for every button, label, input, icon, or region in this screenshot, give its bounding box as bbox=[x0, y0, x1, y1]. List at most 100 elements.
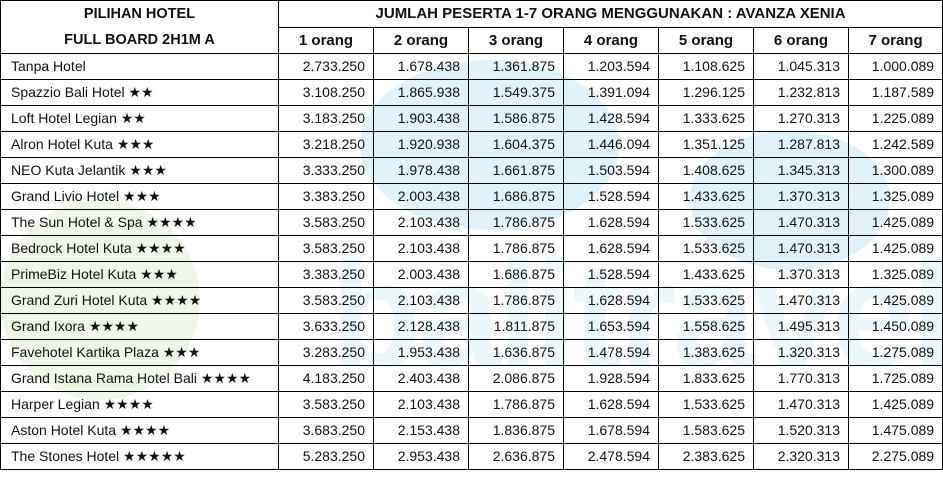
hotel-name: Grand Istana Rama Hotel Bali ★★★★ bbox=[0, 365, 279, 392]
price-cell: 1.628.594 bbox=[563, 209, 659, 236]
hotel-name: Grand Livio Hotel ★★★ bbox=[0, 183, 279, 210]
price-cell: 1.928.594 bbox=[563, 365, 659, 392]
price-cell: 1.725.089 bbox=[847, 365, 943, 392]
table-row: Grand Ixora ★★★★ 3.633.250 2.128.438 1.811.… bbox=[0, 313, 943, 340]
price-cell: 1.433.625 bbox=[658, 183, 754, 210]
price-cell: 1.604.375 bbox=[468, 131, 564, 158]
price-cell: 1.425.089 bbox=[847, 235, 943, 262]
hotel-name: The Sun Hotel & Spa ★★★★ bbox=[0, 209, 279, 236]
price-cell: 3.183.250 bbox=[278, 105, 374, 132]
hotel-name: NEO Kuta Jelantik ★★★ bbox=[0, 157, 279, 184]
price-cell: 1.370.313 bbox=[753, 261, 849, 288]
column-header: 7 orang bbox=[847, 27, 943, 54]
price-cell: 1.425.089 bbox=[847, 391, 943, 418]
price-cell: 1.558.625 bbox=[658, 313, 754, 340]
hotel-header-line2: FULL BOARD 2H1M A bbox=[64, 32, 215, 48]
table-row: The Sun Hotel & Spa ★★★★ 3.583.250 2.103.4… bbox=[0, 209, 943, 236]
price-cell: 1.475.089 bbox=[847, 417, 943, 444]
column-header: 4 orang bbox=[563, 27, 659, 54]
price-cell: 1.108.625 bbox=[658, 53, 754, 80]
price-cell: 1.275.089 bbox=[847, 339, 943, 366]
hotel-name: PrimeBiz Hotel Kuta ★★★ bbox=[0, 261, 279, 288]
price-cell: 2.275.089 bbox=[847, 443, 943, 470]
column-header: 3 orang bbox=[468, 27, 564, 54]
price-cell: 1.770.313 bbox=[753, 365, 849, 392]
price-cell: 3.383.250 bbox=[278, 261, 374, 288]
price-cell: 2.953.438 bbox=[373, 443, 469, 470]
price-cell: 1.478.594 bbox=[563, 339, 659, 366]
price-cell: 1.786.875 bbox=[468, 235, 564, 262]
price-cell: 1.470.313 bbox=[753, 287, 849, 314]
price-cell: 1.903.438 bbox=[373, 105, 469, 132]
price-cell: 1.686.875 bbox=[468, 261, 564, 288]
price-cell: 1.978.438 bbox=[373, 157, 469, 184]
hotel-header-line1: PILIHAN HOTEL bbox=[83, 6, 196, 22]
hotel-name: Bedrock Hotel Kuta ★★★★ bbox=[0, 235, 279, 262]
price-cell: 1.628.594 bbox=[563, 235, 659, 262]
price-cell: 2.403.438 bbox=[373, 365, 469, 392]
price-cell: 1.786.875 bbox=[468, 391, 564, 418]
price-cell: 3.683.250 bbox=[278, 417, 374, 444]
group-header: JUMLAH PESERTA 1-7 ORANG MENGGUNAKAN : A… bbox=[277, 0, 943, 28]
header-row-columns: 1 orang 2 orang 3 orang 4 orang 5 orang 6 ora… bbox=[1, 27, 943, 54]
price-cell: 1.425.089 bbox=[847, 209, 943, 236]
price-cell: 1.408.625 bbox=[658, 157, 754, 184]
hotel-name: Grand Ixora ★★★★ bbox=[0, 313, 279, 340]
price-cell: 1.636.875 bbox=[468, 339, 564, 366]
price-cell: 1.428.594 bbox=[563, 105, 659, 132]
price-cell: 3.583.250 bbox=[278, 209, 374, 236]
table-row: Alron Hotel Kuta ★★★ 3.218.250 1.920.938 1.… bbox=[0, 131, 943, 158]
price-cell: 2.478.594 bbox=[563, 443, 659, 470]
price-cell: 1.203.594 bbox=[563, 53, 659, 80]
price-cell: 1.345.313 bbox=[753, 157, 849, 184]
price-cell: 3.108.250 bbox=[278, 79, 374, 106]
price-cell: 4.183.250 bbox=[278, 365, 374, 392]
price-cell: 1.287.813 bbox=[753, 131, 849, 158]
price-cell: 1.811.875 bbox=[468, 313, 564, 340]
table-row: Tanpa Hotel 2.733.250 1.678.438 1.361.875 1.… bbox=[0, 53, 943, 80]
hotel-name: Tanpa Hotel bbox=[0, 53, 279, 80]
table-row: Harper Legian ★★★★ 3.583.250 2.103.438 1.78… bbox=[0, 391, 943, 418]
price-cell: 1.786.875 bbox=[468, 209, 564, 236]
price-cell: 1.833.625 bbox=[658, 365, 754, 392]
price-cell: 3.218.250 bbox=[278, 131, 374, 158]
table-row: The Stones Hotel ★★★★★ 5.283.250 2.953.438… bbox=[0, 443, 943, 470]
table-row: NEO Kuta Jelantik ★★★ 3.333.250 1.978.438 1… bbox=[0, 157, 943, 184]
price-cell: 1.425.089 bbox=[847, 287, 943, 314]
price-cell: 1.920.938 bbox=[373, 131, 469, 158]
column-header: 6 orang bbox=[753, 27, 849, 54]
price-cell: 1.533.625 bbox=[658, 209, 754, 236]
price-cell: 1.433.625 bbox=[658, 261, 754, 288]
price-cell: 1.586.875 bbox=[468, 105, 564, 132]
price-cell: 1.661.875 bbox=[468, 157, 564, 184]
price-cell: 1.533.625 bbox=[658, 235, 754, 262]
table-row: Favehotel Kartika Plaza ★★★ 3.283.250 1.95… bbox=[0, 339, 943, 366]
price-cell: 1.270.313 bbox=[753, 105, 849, 132]
price-cell: 1.470.313 bbox=[753, 391, 849, 418]
price-cell: 1.953.438 bbox=[373, 339, 469, 366]
hotel-name: Loft Hotel Legian ★★ bbox=[0, 105, 279, 132]
price-cell: 1.549.375 bbox=[468, 79, 564, 106]
price-cell: 1.225.089 bbox=[847, 105, 943, 132]
price-cell: 3.283.250 bbox=[278, 339, 374, 366]
price-cell: 1.470.313 bbox=[753, 209, 849, 236]
price-cell: 1.786.875 bbox=[468, 287, 564, 314]
price-cell: 3.383.250 bbox=[278, 183, 374, 210]
price-cell: 2.636.875 bbox=[468, 443, 564, 470]
price-cell: 1.503.594 bbox=[563, 157, 659, 184]
price-cell: 2.103.438 bbox=[373, 235, 469, 262]
column-header: 2 orang bbox=[373, 27, 469, 54]
price-cell: 2.153.438 bbox=[373, 417, 469, 444]
table-row: Loft Hotel Legian ★★ 3.183.250 1.903.438 1.… bbox=[0, 105, 943, 132]
table-row: PrimeBiz Hotel Kuta ★★★ 3.383.250 2.003.43… bbox=[0, 261, 943, 288]
price-cell: 2.086.875 bbox=[468, 365, 564, 392]
price-cell: 3.583.250 bbox=[278, 391, 374, 418]
table-row: Aston Hotel Kuta ★★★★ 3.683.250 2.153.438 1… bbox=[0, 417, 943, 444]
price-cell: 3.633.250 bbox=[278, 313, 374, 340]
price-cell: 1.686.875 bbox=[468, 183, 564, 210]
hotel-name: Aston Hotel Kuta ★★★★ bbox=[0, 417, 279, 444]
price-cell: 1.351.125 bbox=[658, 131, 754, 158]
price-cell: 2.733.250 bbox=[278, 53, 374, 80]
price-cell: 1.320.313 bbox=[753, 339, 849, 366]
price-cell: 1.300.089 bbox=[847, 157, 943, 184]
